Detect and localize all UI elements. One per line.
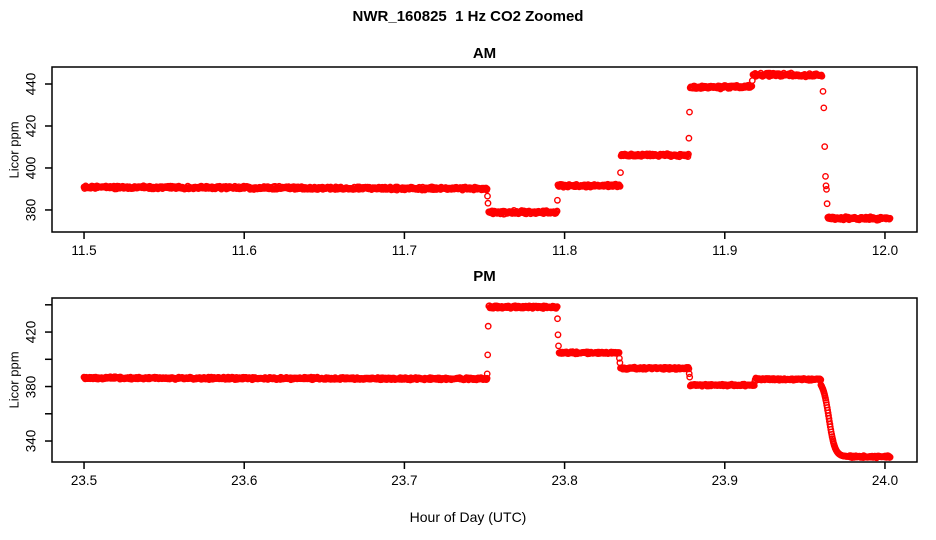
chart-main-title: NWR_160825 1 Hz CO2 Zoomed [352,8,584,25]
data-points-pm [80,302,894,462]
data-points-am [80,69,894,224]
y-tick-label: 420 [23,114,39,138]
y-tick-label: 380 [23,375,39,398]
y-tick-label: 420 [23,320,39,344]
plot-box [51,66,918,233]
x-tick-label: 23.6 [231,473,258,488]
y-tick-label: 440 [23,72,39,96]
y-tick-label: 400 [23,156,39,180]
x-tick-label: 11.6 [231,243,257,258]
x-tick-label: 23.8 [551,473,578,488]
x-tick-label: 11.9 [712,243,738,258]
x-tick-label: 11.5 [71,243,97,258]
x-tick-label: 11.7 [391,243,418,258]
am-panel-title: AM [472,45,497,62]
pm-panel-title: PM [473,268,496,285]
x-tick-label: 23.5 [70,473,98,488]
x-axis-label: Hour of Day (UTC) [409,509,527,525]
x-tick-label: 23.7 [391,473,418,488]
x-tick-label: 24.0 [871,473,899,488]
x-tick-label: 23.9 [711,473,738,488]
y-tick-label: 340 [23,429,39,453]
plot-box [51,297,918,463]
y-tick-label: 380 [23,198,39,222]
x-tick-label: 12.0 [871,243,899,258]
x-tick-label: 11.8 [551,243,578,258]
